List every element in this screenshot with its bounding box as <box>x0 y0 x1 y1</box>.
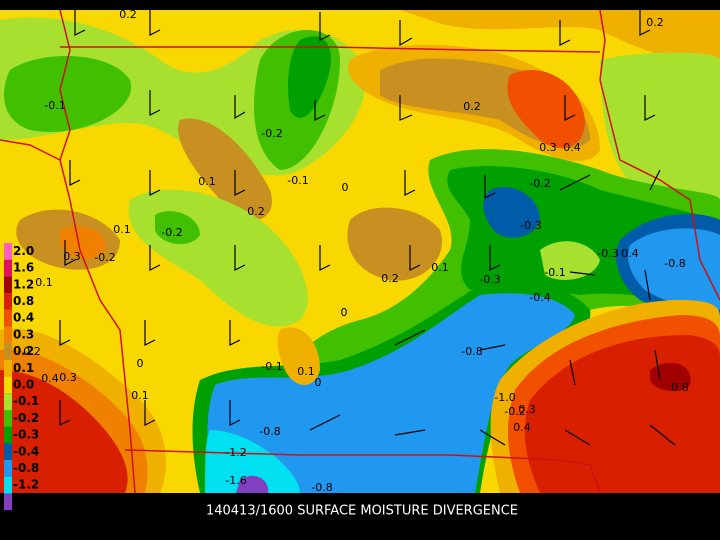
contour-label: -0.8 <box>311 481 332 494</box>
contour-label: -0.1 <box>261 360 282 373</box>
legend-label: 2.0 <box>13 244 34 258</box>
contour-label: 0.3 <box>518 403 536 416</box>
contour-label: 0 <box>342 181 349 194</box>
legend-label: -1.6 <box>13 494 39 508</box>
legend-label: 0.2 <box>13 344 34 358</box>
contour-label: 0.1 <box>297 365 315 378</box>
contour-label: -0.4 <box>529 291 550 304</box>
legend-swatch <box>4 443 12 461</box>
contour-label: -0.3 <box>597 247 618 260</box>
legend-swatch <box>4 343 12 360</box>
legend-label: -0.8 <box>13 461 39 475</box>
contour-label: 0.2 <box>463 100 481 113</box>
legend-swatch <box>4 243 12 260</box>
contour-label: -1.2 <box>225 446 246 459</box>
contour-label: 0.4 <box>513 421 531 434</box>
contour-label: 0.3 <box>63 250 81 263</box>
contour-labels: 0.20.2-0.1-0.20.20.3 0.40.1 -0.10 -0.20.20.… <box>23 8 689 494</box>
legend-label: -0.3 <box>13 428 39 442</box>
legend-label: 1.6 <box>13 261 34 275</box>
legend-swatch <box>4 476 12 494</box>
contour-label: 0.3 <box>539 141 557 154</box>
legend-label: 0.4 <box>13 311 34 325</box>
contour-label: -0.2 <box>261 127 282 140</box>
legend-swatch <box>4 393 12 410</box>
legend-swatch <box>4 359 12 377</box>
contour-label: 0 <box>137 357 144 370</box>
contour-label: -0.8 <box>259 425 280 438</box>
color-legend: 2.0 1.6 1.2 0.8 0.4 0.3 0.2 0.1 0.0 -0.1 -0.2 -0.3 -… <box>4 243 39 511</box>
caption: 140413/1600 SURFACE MOISTURE DIVERGENCE <box>206 504 518 519</box>
contour-label: -0.3 <box>520 219 541 232</box>
field <box>0 10 720 493</box>
legend-label: 0.8 <box>13 294 34 308</box>
contour-label: 0 <box>341 306 348 319</box>
legend-label: 1.2 <box>13 277 34 291</box>
legend-swatch <box>4 426 12 444</box>
contour-label: 0.1 <box>35 276 53 289</box>
contour-label: -0.1 <box>287 174 308 187</box>
contour-label: 0.4 <box>41 372 59 385</box>
contour-label: 0.4 <box>563 141 581 154</box>
contour-label: 0.8 <box>671 381 689 394</box>
contour-label: 0.1 <box>113 223 131 236</box>
contour-label: -0.2 <box>94 251 115 264</box>
contour-label: -1.6 <box>225 474 246 487</box>
contour-label: 0.1 <box>431 261 449 274</box>
contour-label: 0.1 <box>131 389 149 402</box>
contour-label: 0.1 <box>198 175 216 188</box>
contour-label: -0.3 <box>479 273 500 286</box>
contour-label: 0.3 <box>59 371 77 384</box>
contour-label: -0.8 <box>461 345 482 358</box>
contour-label: -0.2 <box>161 226 182 239</box>
legend-swatch <box>4 259 12 277</box>
legend-swatch <box>4 309 12 327</box>
legend-swatch <box>4 376 12 394</box>
contour-label: -0.1 <box>44 99 65 112</box>
contour-label: -0.2 <box>529 177 550 190</box>
legend-label: 0.1 <box>13 361 34 375</box>
contour-label: 0 <box>315 376 322 389</box>
legend-label: 0.3 <box>13 327 34 341</box>
contour-label: -1.0 <box>494 391 515 404</box>
legend-label: 0.0 <box>13 377 34 391</box>
contour-label: 0.2 <box>119 8 137 21</box>
legend-label: -0.4 <box>13 444 39 458</box>
contour-label: -0.2 <box>504 405 525 418</box>
legend-label: -0.1 <box>13 394 39 408</box>
contour-label: -0.1 <box>544 266 565 279</box>
contour-label: 0.2 <box>381 272 399 285</box>
contour-label: 0.4 <box>621 247 639 260</box>
legend-swatch <box>4 326 12 344</box>
legend-label: -0.2 <box>13 411 39 425</box>
legend-swatch <box>4 410 12 427</box>
legend-swatch <box>4 276 12 294</box>
legend-label: -1.2 <box>13 478 39 492</box>
legend-swatch <box>4 493 12 511</box>
contour-label: 0.2 <box>247 205 265 218</box>
legend-swatch <box>4 460 12 477</box>
wind-barbs <box>59 10 676 446</box>
legend-swatch <box>4 293 12 310</box>
contour-label: 0.2 <box>23 345 41 358</box>
contour-label: -0.8 <box>664 257 685 270</box>
state-borders <box>0 9 720 494</box>
contour-label: 0.2 <box>646 16 664 29</box>
